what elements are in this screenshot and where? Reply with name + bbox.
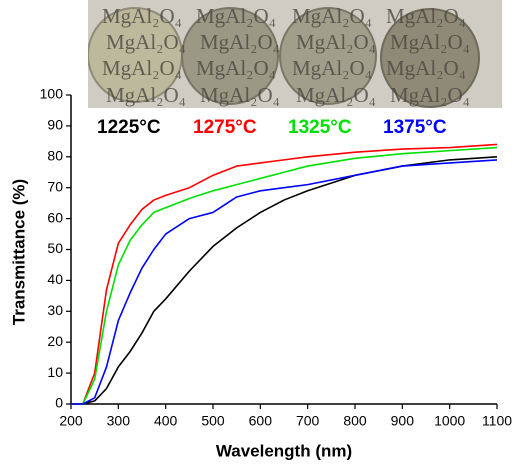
photo-label: MgAl₂O₄: [292, 4, 372, 28]
photo-label: MgAl₂O₄: [386, 4, 466, 28]
y-tick-label: 60: [47, 209, 63, 225]
series-line: [71, 156, 498, 405]
y-tick-label: 90: [47, 117, 63, 133]
y-tick-label: 80: [47, 148, 63, 164]
photo-label: MgAl₂O₄: [296, 30, 376, 54]
series-line: [71, 143, 498, 405]
x-tick-label: 900: [391, 413, 415, 429]
sample-disc: [380, 8, 480, 108]
legend-label: 1325°C: [288, 117, 352, 138]
photo-label: MgAl₂O₄: [390, 30, 470, 54]
y-tick-label: 30: [47, 302, 63, 318]
photo-label: MgAl₂O₄: [106, 83, 186, 107]
photo-label: MgAl₂O₄: [292, 56, 372, 80]
y-axis-title: Transmittance (%): [9, 179, 28, 325]
photo-label: MgAl₂O₄: [106, 30, 186, 54]
legend-label: 1225°C: [97, 117, 161, 138]
legend-label: 1275°C: [193, 117, 257, 138]
x-tick-label: 200: [59, 413, 83, 429]
x-tick-label: 1100: [482, 413, 512, 429]
x-tick-label: 1000: [434, 413, 465, 429]
photo-label: MgAl₂O₄: [196, 4, 276, 28]
y-tick-label: 50: [47, 240, 63, 256]
photo-label: MgAl₂O₄: [196, 56, 276, 80]
x-tick-label: 500: [201, 413, 225, 429]
y-tick-label: 70: [47, 178, 63, 194]
sample-disc: [279, 7, 377, 105]
series-line: [71, 146, 498, 405]
photo-label: MgAl₂O₄: [390, 83, 470, 107]
y-tick-label: 100: [40, 86, 64, 102]
x-tick-label: 700: [296, 413, 320, 429]
x-tick-label: 600: [249, 413, 273, 429]
y-tick-label: 20: [47, 333, 63, 349]
legend-label: 1375°C: [383, 117, 447, 138]
x-tick-label: 800: [343, 413, 367, 429]
y-tick-label: 10: [47, 364, 63, 380]
x-axis-title: Wavelength (nm): [216, 441, 352, 460]
photo-label: MgAl₂O₄: [102, 4, 182, 28]
y-tick-label: 0: [55, 395, 63, 411]
photo-label: MgAl₂O₄: [296, 83, 376, 107]
x-tick-label: 300: [107, 413, 131, 429]
photo-label: MgAl₂O₄: [386, 56, 466, 80]
series-line: [71, 159, 498, 405]
photo-label: MgAl₂O₄: [200, 83, 280, 107]
y-tick-label: 40: [47, 271, 63, 287]
sample-disc: [181, 7, 279, 105]
x-tick-label: 400: [154, 413, 178, 429]
photo-label: MgAl₂O₄: [200, 30, 280, 54]
photo-label: MgAl₂O₄: [102, 56, 182, 80]
